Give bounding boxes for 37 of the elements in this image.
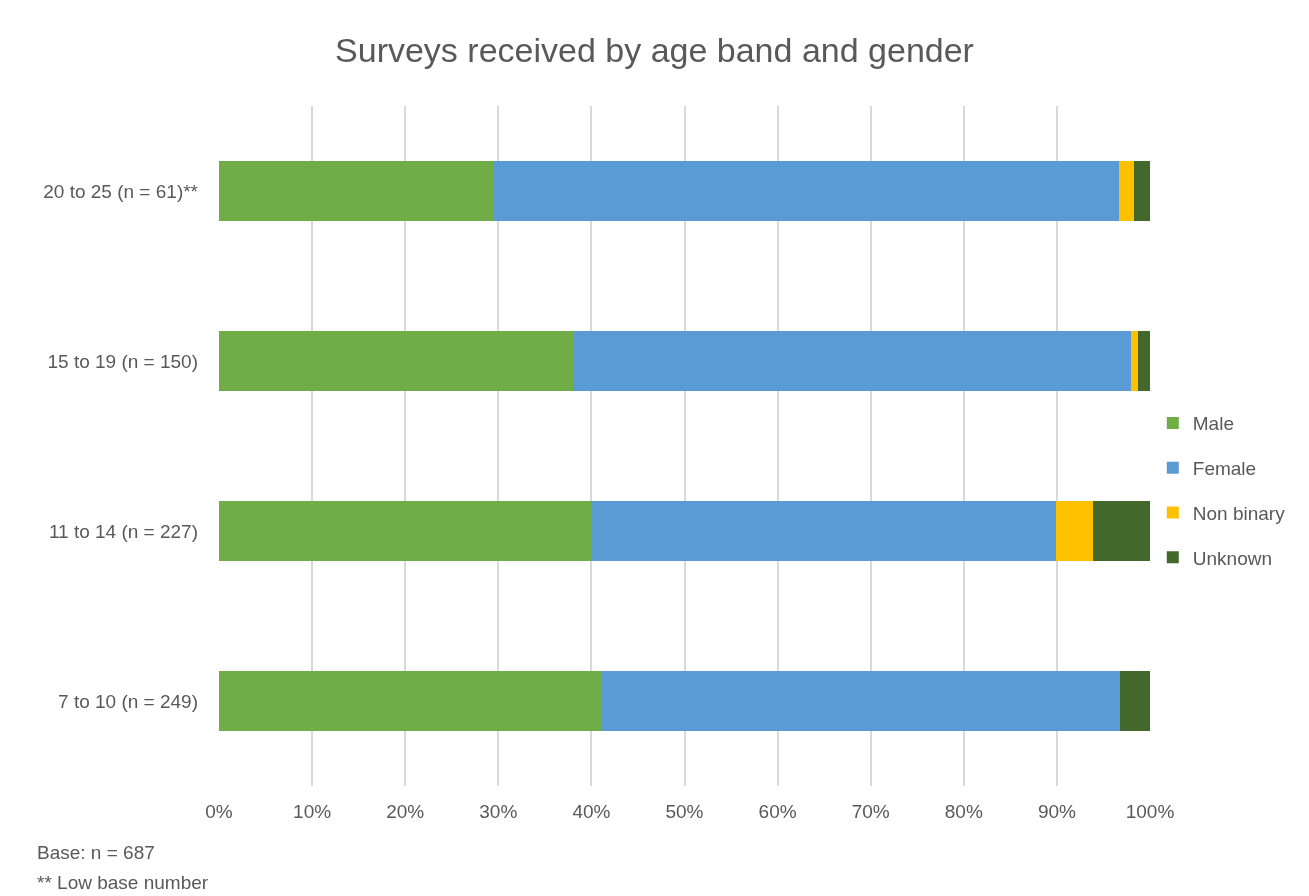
bar — [219, 331, 573, 392]
y-tick-label: 15 to 19 (n = 150) — [47, 350, 198, 372]
bar — [1055, 501, 1094, 562]
x-tick-label: 20% — [386, 801, 425, 822]
text: Base: n = 687 — [37, 842, 155, 863]
x-tick-label: 30% — [479, 801, 518, 822]
bar — [1119, 161, 1135, 222]
x-tick-label: 80% — [944, 801, 983, 822]
bar — [219, 671, 601, 732]
legend-label: Male — [1192, 413, 1234, 435]
bar — [1131, 331, 1138, 392]
chart-title: Surveys received by age band and gender — [335, 30, 974, 69]
legend-label: Unknown — [1192, 547, 1273, 569]
bar — [1093, 501, 1150, 562]
x-tick-label: 90% — [1037, 801, 1077, 822]
bar — [219, 501, 593, 562]
x-tick-label: 50% — [665, 801, 704, 822]
bar — [1134, 161, 1150, 222]
legend-label: Non binary — [1192, 502, 1286, 524]
x-tick-label: 100% — [1125, 801, 1175, 822]
x-tick-label: 60% — [758, 801, 797, 822]
x-tick-label: 10% — [293, 801, 332, 822]
y-tick-label: 11 to 14 (n = 227) — [48, 520, 198, 542]
x-tick-label: 40% — [572, 801, 611, 822]
bar — [219, 161, 494, 222]
bar — [600, 671, 1121, 732]
text: ** Low base number — [37, 872, 209, 893]
y-tick-label: 20 to 25 (n = 61)** — [43, 180, 199, 202]
bar — [572, 331, 1132, 392]
bar — [493, 161, 1120, 222]
bar — [1137, 331, 1150, 392]
bar — [592, 501, 1056, 562]
legend-label: Female — [1192, 458, 1257, 480]
y-tick-label: 7 to 10 (n = 249) — [58, 690, 198, 712]
bar — [1120, 671, 1150, 732]
x-tick-label: 70% — [851, 801, 890, 822]
x-tick-label: 0% — [205, 801, 233, 822]
